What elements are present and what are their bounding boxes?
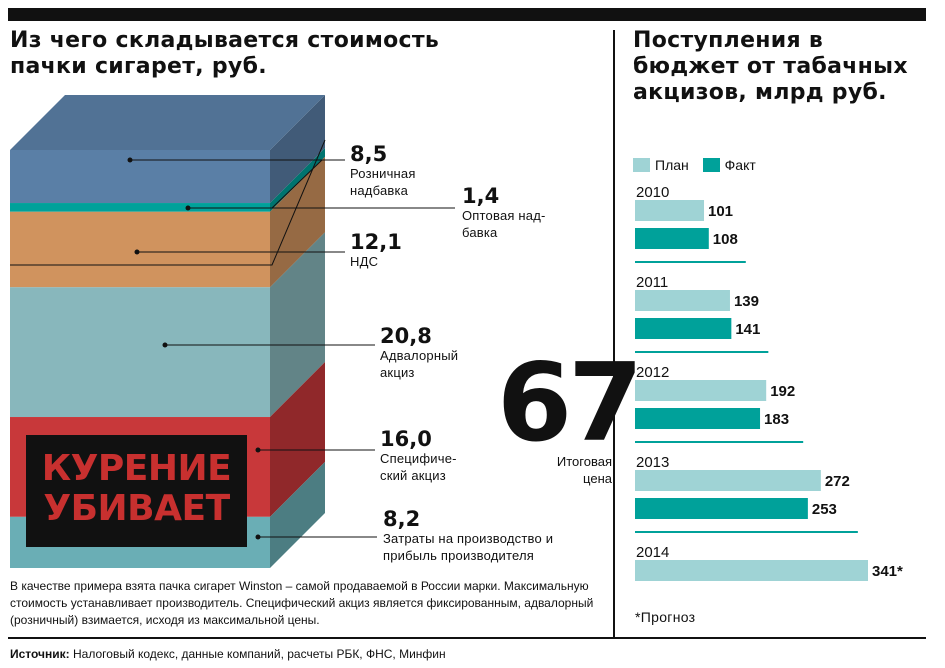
bar-plan-2014 bbox=[635, 560, 868, 581]
legend-fact-swatch bbox=[702, 158, 720, 172]
total-price-label: Итоговая цена bbox=[556, 454, 612, 486]
pack-layer-side-3 bbox=[270, 156, 325, 288]
pack-layer-side-1 bbox=[270, 95, 325, 204]
smoking-kills-warning: КУРЕНИЕ УБИВАЕТ bbox=[26, 435, 247, 547]
bar-fact-2012 bbox=[635, 408, 761, 429]
revenue-legend: План Факт bbox=[633, 156, 766, 174]
source-line: Источник: Налоговый кодекс, данные компа… bbox=[10, 646, 446, 662]
bar-value-fact-2013: 253 bbox=[812, 501, 837, 518]
pack-label-value: 12,1 bbox=[350, 230, 402, 254]
bar-value-fact-2010: 108 bbox=[713, 231, 738, 248]
year-label-2013: 2013 bbox=[636, 454, 669, 471]
legend-fact-label: Факт bbox=[724, 157, 756, 173]
source-label: Источник: bbox=[10, 647, 70, 661]
legend-fact: Факт bbox=[702, 156, 756, 174]
bar-value-fact-2011: 141 bbox=[735, 321, 760, 338]
revenue-chart-title: Поступления в бюджет от табачных акцизов… bbox=[633, 28, 908, 105]
pack-edge-line-2 bbox=[271, 159, 323, 209]
bar-value-plan-2012: 192 bbox=[770, 383, 795, 400]
bar-plan-2012 bbox=[635, 380, 767, 401]
warning-line-2: УБИВАЕТ bbox=[43, 488, 230, 529]
pack-label-value: 20,8 bbox=[380, 324, 432, 348]
pack-layer-2 bbox=[10, 203, 270, 212]
cost-chart-title: Из чего складывается стоимость пачки сиг… bbox=[10, 28, 440, 79]
pack-label-6: 8,2 Затраты на производство и прибыль про… bbox=[383, 508, 553, 564]
pack-layer-side-2 bbox=[270, 148, 325, 212]
bar-fact-2011 bbox=[635, 318, 732, 339]
pack-label-4: 20,8 Адвалорный акциз bbox=[380, 325, 458, 381]
pack-label-name: Розничная надбавка bbox=[350, 166, 416, 198]
pack-layer-3 bbox=[10, 211, 270, 288]
explanatory-note: В качестве примера взята пачка сигарет W… bbox=[10, 579, 594, 627]
pack-label-value: 8,2 bbox=[383, 507, 421, 531]
warning-line-1: КУРЕНИЕ bbox=[41, 448, 232, 489]
pack-leader-dot-6 bbox=[255, 534, 261, 540]
pack-label-name: Адвалорный акциз bbox=[380, 348, 459, 380]
pack-label-name: НДС bbox=[350, 254, 379, 269]
bar-plan-2010 bbox=[635, 200, 705, 221]
bar-fact-2010 bbox=[635, 228, 709, 249]
legend-plan-swatch bbox=[633, 158, 650, 172]
pack-layer-1 bbox=[10, 150, 270, 204]
pack-label-value: 8,5 bbox=[350, 142, 388, 166]
bar-plan-2011 bbox=[635, 290, 730, 311]
pack-label-2: 1,4 Оптовая над- бавка bbox=[462, 185, 546, 241]
pack-leader-dot-3 bbox=[134, 249, 140, 255]
pack-label-5: 16,0 Специфиче- ский акциз bbox=[380, 428, 457, 484]
bar-value-plan-2013: 272 bbox=[825, 473, 850, 490]
pack-label-1: 8,5 Розничная надбавка bbox=[350, 143, 416, 199]
bar-value-plan-2011: 139 bbox=[734, 293, 759, 310]
pack-label-3: 12,1 НДС bbox=[350, 231, 402, 270]
year-label-2010: 2010 bbox=[636, 184, 669, 201]
pack-layer-side-5 bbox=[270, 362, 325, 517]
bar-value-fact-2012: 183 bbox=[764, 411, 789, 428]
pack-leader-dot-1 bbox=[127, 157, 133, 163]
total-price-value: 67 bbox=[497, 341, 643, 466]
pack-label-name: Специфиче- ский акциз bbox=[380, 451, 457, 483]
legend-plan: План bbox=[633, 156, 689, 174]
pack-label-name: Оптовая над- бавка bbox=[462, 208, 546, 240]
pack-label-value: 16,0 bbox=[380, 427, 432, 451]
pack-leader-dot-5 bbox=[255, 447, 261, 453]
pack-leader-dot-4 bbox=[162, 342, 168, 348]
column-divider bbox=[613, 30, 615, 637]
legend-plan-label: План bbox=[655, 157, 689, 173]
year-label-2011: 2011 bbox=[636, 274, 668, 291]
bar-plan-2013 bbox=[635, 470, 821, 491]
bar-value-plan-2010: 101 bbox=[708, 203, 733, 220]
year-label-2012: 2012 bbox=[636, 364, 669, 381]
pack-layer-side-6 bbox=[270, 461, 325, 568]
source-text: Налоговый кодекс, данные компаний, расче… bbox=[73, 647, 446, 661]
bar-fact-2013 bbox=[635, 498, 808, 519]
pack-layer-side-4 bbox=[270, 232, 325, 418]
bar-value-plan-2014: 341* bbox=[872, 563, 903, 580]
year-label-2014: 2014 bbox=[636, 544, 669, 561]
bottom-rule bbox=[8, 637, 926, 639]
pack-layer-4 bbox=[10, 287, 270, 418]
pack-label-value: 1,4 bbox=[462, 184, 500, 208]
pack-top-face bbox=[10, 95, 325, 150]
pack-label-name: Затраты на производство и прибыль произв… bbox=[383, 531, 554, 563]
top-bar bbox=[8, 8, 926, 21]
pack-leader-dot-2 bbox=[185, 205, 191, 211]
forecast-footnote: *Прогноз bbox=[635, 609, 696, 625]
pack-edge-line-1 bbox=[10, 139, 326, 266]
